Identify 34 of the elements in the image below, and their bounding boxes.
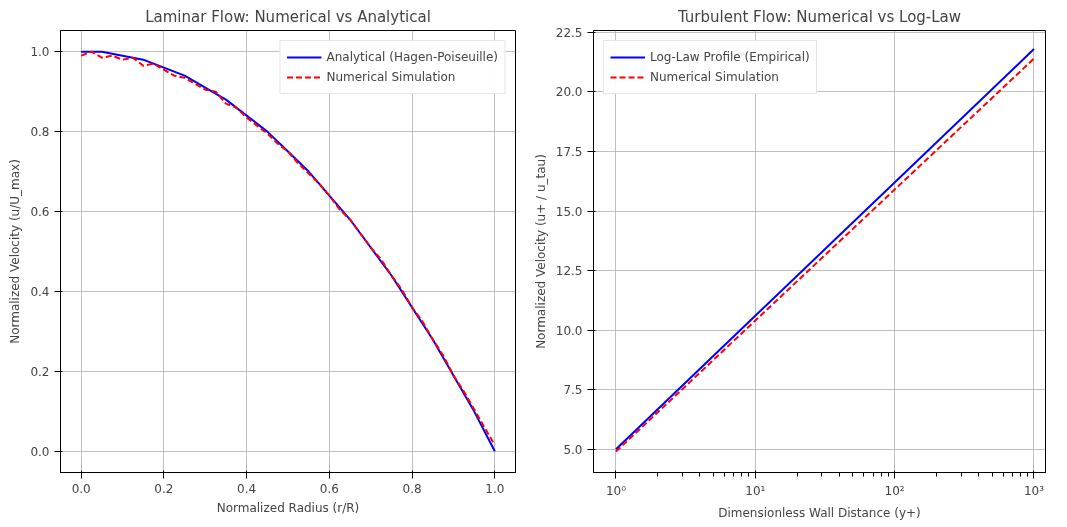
x-tick-label: 0.6 [319,481,339,496]
legend-label: Numerical Simulation [650,70,779,84]
chart-title: Laminar Flow: Numerical vs Analytical [145,7,431,26]
y-tick-label: 22.5 [555,25,583,40]
x-axis-title: Normalized Radius (r/R) [216,500,360,515]
x-tick-label: 10³ [1023,483,1045,498]
y-axis-title: Normalized Velocity (u+ / u_tau) [533,154,548,349]
chart-title: Turbulent Flow: Numerical vs Log-Law [676,7,962,26]
x-tick-label: 10¹ [745,483,766,498]
legend-label: Numerical Simulation [326,70,456,84]
x-tick-label: 10⁰ [605,483,627,498]
y-tick-label: 15.0 [555,204,583,219]
y-tick-label: 0.2 [30,364,50,379]
y-tick-label: 0.0 [30,444,50,459]
y-tick-label: 10.0 [555,323,583,338]
y-tick-label: 1.0 [30,45,50,60]
x-axis-title: Dimensionless Wall Distance (y+) [718,505,921,520]
x-tick-label: 10² [884,483,905,498]
y-tick-label: 7.5 [563,383,583,398]
x-tick-label: 0.0 [71,481,91,496]
x-tick-label: 0.8 [402,481,422,496]
y-tick-label: 12.5 [555,264,583,279]
x-tick-label: 0.4 [237,481,257,496]
y-tick-label: 0.8 [30,125,50,140]
legend-label: Analytical (Hagen-Poiseuille) [326,50,498,64]
x-tick-label: 1.0 [485,481,505,496]
x-tick-label: 0.2 [154,481,174,496]
y-tick-label: 0.4 [30,284,50,299]
y-tick-label: 5.0 [563,442,583,457]
y-axis-title: Normalized Velocity (u/U_max) [8,159,23,344]
y-tick-label: 20.0 [555,85,583,100]
legend-label: Log-Law Profile (Empirical) [650,50,810,64]
y-tick-label: 17.5 [555,144,583,159]
y-tick-label: 0.6 [30,205,50,220]
